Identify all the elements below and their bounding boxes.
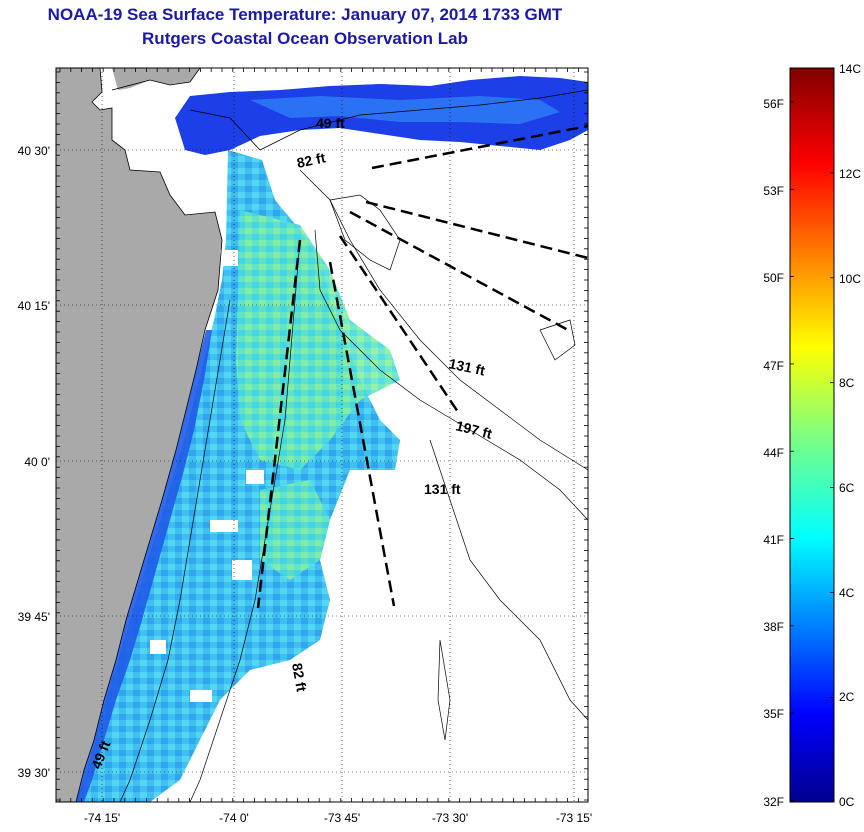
- map-frame: [55, 67, 589, 803]
- colorbar-fahrenheit: 56F 53F 50F 47F 44F 41F 38F 35F 32F: [763, 97, 784, 809]
- map-canvas: 49 ft 82 ft 131 ft 197 ft 131 ft 82 ft 4…: [56, 68, 588, 802]
- title-line-1: NOAA-19 Sea Surface Temperature: January…: [47, 5, 563, 24]
- cloud-gap: [220, 250, 238, 266]
- fahrenheit-label: 56F: [763, 97, 784, 111]
- lon-tick-label: -74 0': [219, 811, 249, 825]
- contour-line: [314, 229, 588, 521]
- land-area: [56, 68, 222, 802]
- frame-ticks: [56, 68, 588, 802]
- cloud-gap: [232, 560, 252, 580]
- fahrenheit-label: 44F: [763, 446, 784, 460]
- coastline: [75, 68, 223, 802]
- celsius-label: 6C: [839, 481, 855, 495]
- celsius-label: 0C: [839, 795, 855, 809]
- colorbar: [789, 67, 835, 803]
- sst-north-band-light: [250, 96, 560, 124]
- cloud-gap: [210, 520, 238, 532]
- coastline-north: [111, 68, 588, 151]
- depth-label: 131 ft: [424, 481, 461, 497]
- celsius-label: 2C: [839, 690, 855, 704]
- celsius-label: 10C: [839, 272, 861, 286]
- lon-tick-label: -74 15': [84, 811, 120, 825]
- cloud-gap: [246, 470, 264, 484]
- fahrenheit-label: 50F: [763, 271, 784, 285]
- depth-label: 49 ft: [316, 115, 345, 131]
- depth-label: 82 ft: [295, 149, 327, 171]
- fahrenheit-label: 47F: [763, 359, 784, 373]
- lon-tick-label: -73 30': [432, 811, 468, 825]
- lat-tick-label: 39 30': [18, 766, 50, 780]
- graticule: [56, 68, 588, 802]
- contour-line: [119, 299, 231, 802]
- cloud-gap: [190, 690, 212, 702]
- contour-shape: [437, 639, 451, 741]
- fahrenheit-label: 53F: [763, 184, 784, 198]
- celsius-label: 14C: [839, 62, 861, 76]
- lon-tick-label: -73 45': [324, 811, 360, 825]
- fahrenheit-label: 38F: [763, 620, 784, 634]
- depth-label: 197 ft: [454, 417, 494, 441]
- contour-shape: [539, 319, 576, 361]
- title-line-2: Rutgers Coastal Ocean Observation Lab: [142, 29, 468, 48]
- contour-line: [299, 169, 588, 471]
- cloud-gap: [150, 640, 166, 654]
- depth-label: 131 ft: [447, 355, 486, 378]
- sst-dark-edge: [76, 330, 212, 802]
- contour-line: [189, 239, 301, 802]
- sst-green-patch-1: [236, 210, 400, 470]
- fahrenheit-label: 35F: [763, 707, 784, 721]
- lat-axis: 40 30' 40 15' 40 0' 39 45' 39 30': [18, 144, 50, 780]
- celsius-label: 8C: [839, 376, 855, 390]
- fahrenheit-label: 32F: [763, 795, 784, 809]
- lon-axis: -74 15' -74 0' -73 45' -73 30' -73 15': [84, 811, 592, 825]
- shipping-lanes: [256, 124, 588, 609]
- colorbar-celsius: 14C 12C 10C 8C 6C 4C 2C 0C: [839, 62, 861, 809]
- celsius-label: 4C: [839, 586, 855, 600]
- sst-green-patch-2: [260, 480, 330, 580]
- colorbar-ticks: [790, 67, 834, 801]
- celsius-label: 12C: [839, 167, 861, 181]
- depth-label: 82 ft: [289, 662, 310, 693]
- fahrenheit-label: 41F: [763, 533, 784, 547]
- lat-tick-label: 40 0': [24, 455, 50, 469]
- lon-tick-label: -73 15': [556, 811, 592, 825]
- lat-tick-label: 40 15': [18, 299, 50, 313]
- lat-tick-label: 39 45': [18, 610, 50, 624]
- lat-tick-label: 40 30': [18, 144, 50, 158]
- contour-shape: [329, 194, 401, 271]
